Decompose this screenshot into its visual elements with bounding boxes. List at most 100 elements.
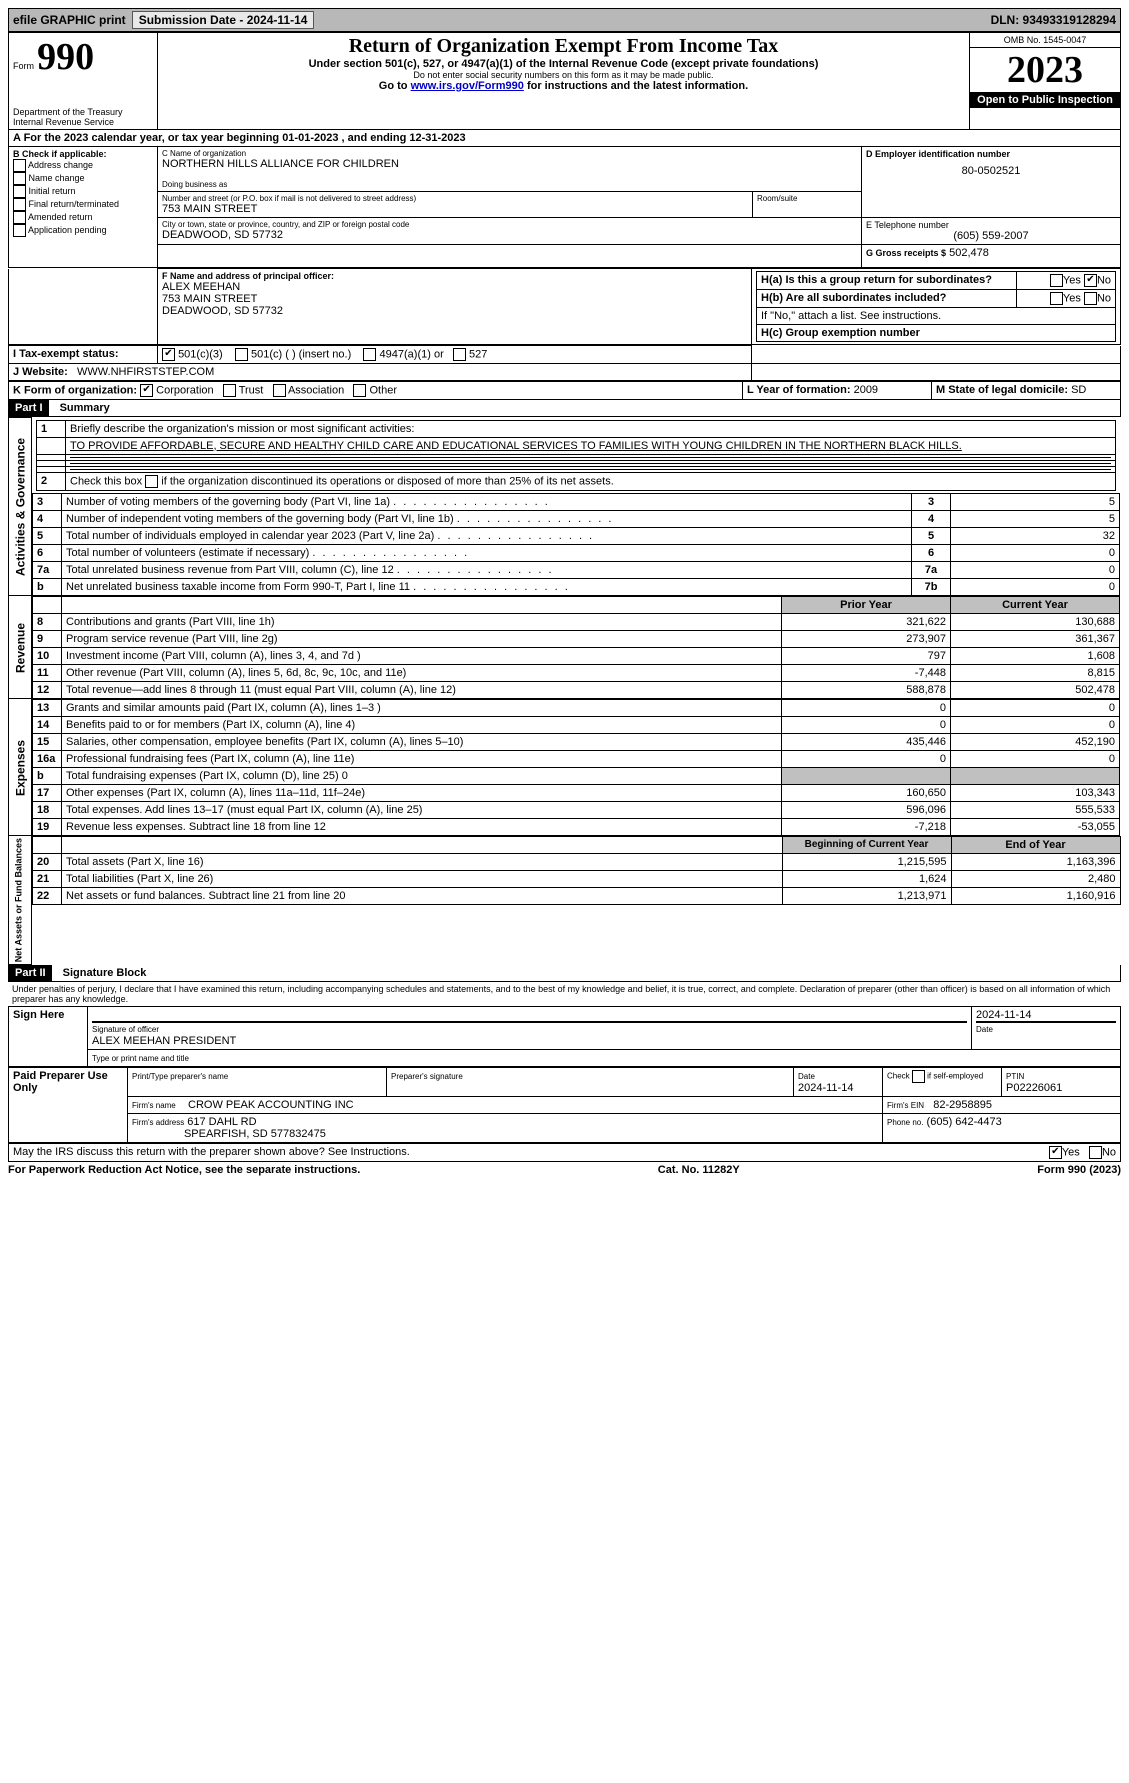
prior-year-val: -7,448 <box>782 664 951 681</box>
cb-corp[interactable] <box>140 384 153 397</box>
city-value: DEADWOOD, SD 57732 <box>162 229 857 241</box>
prior-year-val: 0 <box>782 750 951 767</box>
line-text: Total fundraising expenses (Part IX, col… <box>62 767 782 784</box>
col-boy: Beginning of Current Year <box>782 836 951 853</box>
box-e-label: E Telephone number <box>866 220 1116 230</box>
footer-left: For Paperwork Reduction Act Notice, see … <box>8 1164 360 1176</box>
line-value: 0 <box>951 544 1120 561</box>
form-header: Form 990 Department of the Treasury Inte… <box>8 32 1121 130</box>
dln-label: DLN: 93493319128294 <box>991 13 1116 27</box>
footer-mid: Cat. No. 11282Y <box>658 1164 740 1176</box>
submission-date-button[interactable]: Submission Date - 2024-11-14 <box>132 11 315 29</box>
firm-addr2: SPEARFISH, SD 577832475 <box>184 1128 326 1140</box>
cb-4947[interactable] <box>363 348 376 361</box>
box-l-label: L Year of formation: <box>747 384 851 396</box>
col-current-year: Current Year <box>951 596 1120 613</box>
goto-pre: Go to <box>379 80 411 92</box>
line-text: Total number of individuals employed in … <box>62 527 912 544</box>
vlabel-revenue: Revenue <box>9 596 32 699</box>
line-num: 17 <box>33 784 62 801</box>
part-i-header: Part I <box>9 400 49 416</box>
firm-phone: (605) 642-4473 <box>927 1116 1002 1128</box>
box-f-label: F Name and address of principal officer: <box>162 271 747 281</box>
line-label: 5 <box>912 527 951 544</box>
ha-yes[interactable] <box>1050 274 1063 287</box>
line-num: 7a <box>33 561 62 578</box>
current-year-val: -53,055 <box>951 818 1120 835</box>
street-value: 753 MAIN STREET <box>162 203 748 215</box>
current-year-val: 8,815 <box>951 664 1120 681</box>
mission-text: TO PROVIDE AFFORDABLE, SECURE AND HEALTH… <box>66 437 1116 454</box>
discuss-no[interactable] <box>1089 1146 1102 1159</box>
line-text: Total assets (Part X, line 16) <box>62 853 783 870</box>
hc-label: H(c) Group exemption number <box>761 327 920 339</box>
discuss-yes[interactable] <box>1049 1146 1062 1159</box>
cb-name-change[interactable] <box>13 172 26 185</box>
form-subtitle-2: Do not enter social security numbers on … <box>162 70 965 80</box>
cb-527[interactable] <box>453 348 466 361</box>
opt-amended: Amended return <box>28 212 93 222</box>
line-text: Net assets or fund balances. Subtract li… <box>62 887 783 904</box>
opt-501c3: 501(c)(3) <box>178 348 223 360</box>
open-inspection: Open to Public Inspection <box>970 92 1120 108</box>
cb-501c3[interactable] <box>162 348 175 361</box>
cb-address-change[interactable] <box>13 159 26 172</box>
website-value: WWW.NHFIRSTSTEP.COM <box>77 366 214 378</box>
gross-receipts: 502,478 <box>949 247 989 259</box>
firm-ein-label: Firm's EIN <box>887 1101 924 1110</box>
year-formation: 2009 <box>854 384 878 396</box>
f-h-block: F Name and address of principal officer:… <box>8 268 1121 345</box>
opt-initial: Initial return <box>29 186 76 196</box>
cb-amended[interactable] <box>13 211 26 224</box>
vlabel-net: Net Assets or Fund Balances <box>9 836 32 965</box>
line-num: 3 <box>33 493 62 510</box>
line-num: 8 <box>33 613 62 630</box>
prior-year-val: 0 <box>782 716 951 733</box>
hb-no[interactable] <box>1084 292 1097 305</box>
opt-pending: Application pending <box>28 225 107 235</box>
line-label: 7b <box>912 578 951 595</box>
cb-other[interactable] <box>353 384 366 397</box>
opt-final: Final return/terminated <box>29 199 120 209</box>
cb-trust[interactable] <box>223 384 236 397</box>
officer-signed: ALEX MEEHAN PRESIDENT <box>92 1035 236 1047</box>
city-label: City or town, state or province, country… <box>162 220 857 229</box>
officer-street: 753 MAIN STREET <box>162 293 747 305</box>
cb-pending[interactable] <box>13 224 26 237</box>
firm-phone-label: Phone no. <box>887 1118 923 1127</box>
paid-preparer-label: Paid Preparer Use Only <box>9 1068 128 1143</box>
footer-right: Form 990 (2023) <box>1037 1164 1121 1176</box>
org-name: NORTHERN HILLS ALLIANCE FOR CHILDREN <box>162 158 857 170</box>
sign-here-label: Sign Here <box>9 1007 88 1067</box>
cb-assoc[interactable] <box>273 384 286 397</box>
ha-no[interactable] <box>1084 274 1097 287</box>
line-num: 9 <box>33 630 62 647</box>
line-num: b <box>33 767 62 784</box>
line-num: b <box>33 578 62 595</box>
ha-label: H(a) Is this a group return for subordin… <box>761 274 992 286</box>
phone-value: (605) 559-2007 <box>866 230 1116 242</box>
firm-ein: 82-2958895 <box>933 1099 992 1111</box>
line-label: 4 <box>912 510 951 527</box>
line-text: Other expenses (Part IX, column (A), lin… <box>62 784 782 801</box>
line-num: 14 <box>33 716 62 733</box>
sig-officer-label: Signature of officer <box>92 1025 159 1034</box>
hb-yes[interactable] <box>1050 292 1063 305</box>
sign-here-block: Sign Here Signature of officer ALEX MEEH… <box>8 1006 1121 1067</box>
cb-discontinued[interactable] <box>145 475 158 488</box>
cb-initial[interactable] <box>13 185 26 198</box>
box-m-label: M State of legal domicile: <box>936 384 1068 396</box>
line-num: 15 <box>33 733 62 750</box>
cb-final[interactable] <box>13 198 26 211</box>
dept-treasury: Department of the Treasury Internal Reve… <box>13 107 153 127</box>
irs-link[interactable]: www.irs.gov/Form990 <box>411 80 524 92</box>
line-text: Total unrelated business revenue from Pa… <box>62 561 912 578</box>
hb-note: If "No," attach a list. See instructions… <box>757 308 1116 325</box>
cb-self-employed[interactable] <box>912 1070 925 1083</box>
dba-label: Doing business as <box>162 180 857 189</box>
boy-val: 1,624 <box>782 870 951 887</box>
cb-501c[interactable] <box>235 348 248 361</box>
opt-name: Name change <box>29 173 85 183</box>
box-c-name-label: C Name of organization <box>162 149 857 158</box>
line-text: Salaries, other compensation, employee b… <box>62 733 782 750</box>
